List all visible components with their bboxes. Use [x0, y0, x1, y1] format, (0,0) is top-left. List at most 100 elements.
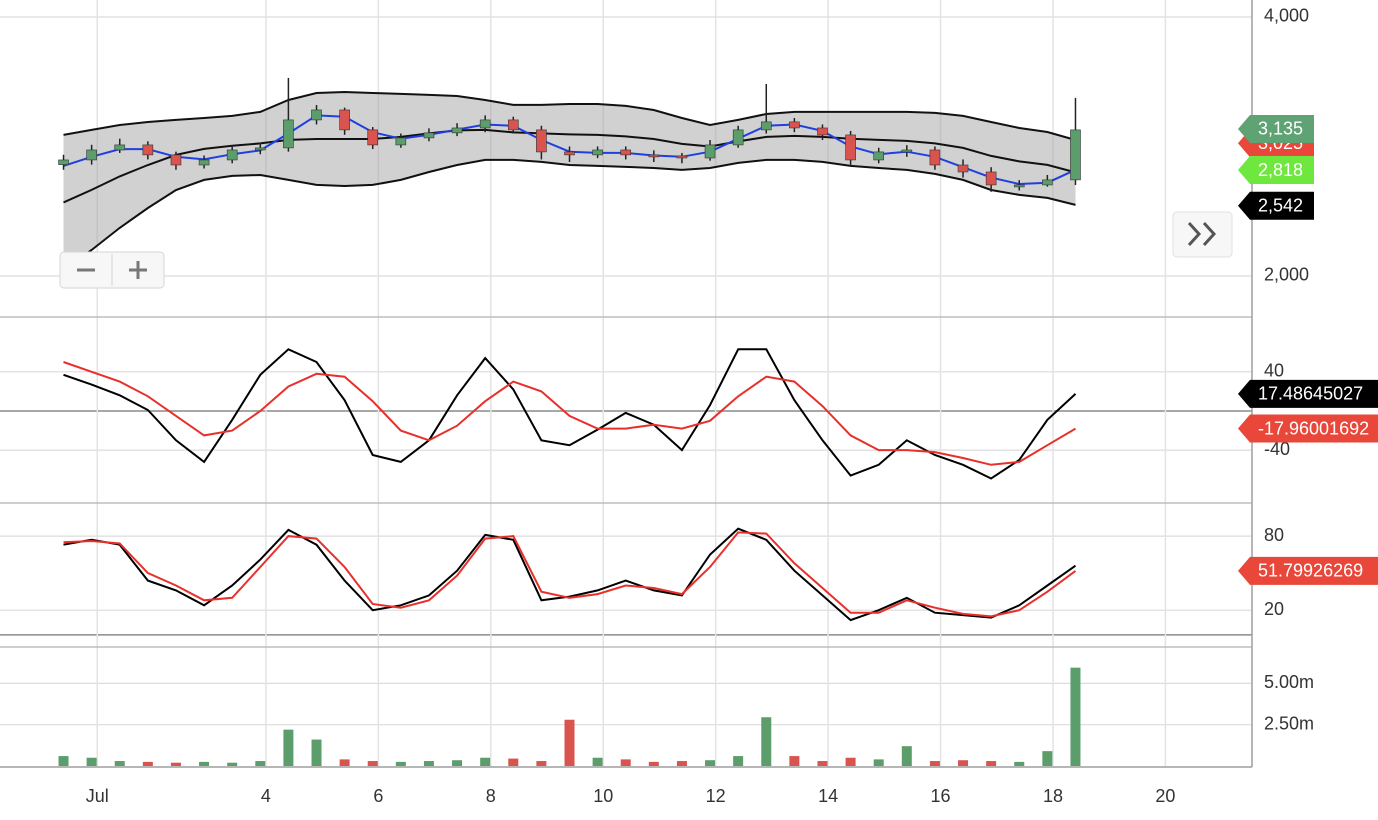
- x-tick-label: Jul: [86, 786, 109, 806]
- candle-body: [86, 149, 97, 161]
- volume-bar: [1042, 751, 1053, 766]
- candle-body: [592, 149, 603, 156]
- volume-bar: [986, 761, 997, 766]
- marks-layer: [58, 77, 1081, 766]
- candle-body: [873, 151, 885, 161]
- volume-bar: [508, 758, 519, 766]
- volume-bar: [901, 746, 912, 766]
- zoom-control: [59, 251, 165, 289]
- candle-body: [395, 137, 407, 146]
- volume-bar: [536, 761, 547, 766]
- y-tick-label: 20: [1264, 599, 1284, 619]
- series-line: [63, 348, 1077, 480]
- volume-bar: [592, 757, 603, 766]
- value-tag-shape: [1238, 379, 1378, 408]
- candle-body: [620, 149, 632, 156]
- labels-layer: 2,0004,0003,0253,1352,8182,54240-4017.48…: [86, 6, 1378, 806]
- value-tag: 2,542: [1238, 191, 1314, 220]
- series-line: [63, 90, 1076, 141]
- volume-bar: [142, 761, 153, 766]
- volume-bar: [86, 757, 97, 766]
- y-tick-label: 5.00m: [1264, 672, 1314, 692]
- volume-bar: [58, 756, 69, 766]
- volume-bar: [958, 760, 969, 766]
- chevron-icon: [1187, 221, 1202, 247]
- value-tag-label: 2,542: [1258, 196, 1303, 216]
- candle-body: [339, 109, 350, 131]
- candle-body: [1042, 179, 1053, 186]
- volume-bar: [199, 761, 210, 766]
- volume-bar: [676, 761, 687, 766]
- volume-bar: [1014, 761, 1025, 766]
- volume-bar: [339, 759, 350, 766]
- candle-body: [564, 151, 575, 156]
- volume-bar: [395, 761, 406, 766]
- value-tag-label: -17.96001692: [1258, 418, 1369, 438]
- x-tick-label: 20: [1155, 786, 1175, 806]
- value-tag-label: 2,818: [1258, 160, 1303, 180]
- scroll-to-end-button[interactable]: [1172, 211, 1233, 258]
- candle-body: [226, 149, 238, 161]
- series-line: [63, 531, 1077, 618]
- x-tick-label: 6: [373, 786, 383, 806]
- value-tag: 2,818: [1238, 156, 1314, 185]
- candle-body: [283, 119, 294, 149]
- candle-body: [254, 147, 266, 151]
- volume-bar: [761, 717, 772, 766]
- candle-body: [311, 109, 322, 121]
- candle-body: [760, 121, 772, 131]
- grid-layer: [0, 0, 1252, 767]
- candle-body: [1070, 129, 1081, 181]
- volume-bar: [114, 761, 125, 766]
- button-box: [1172, 211, 1233, 258]
- volume-bar: [255, 761, 266, 766]
- volume-bar: [620, 759, 631, 766]
- candle-body: [170, 154, 182, 166]
- volume-bar: [367, 761, 378, 766]
- volume-bar: [564, 719, 575, 766]
- candle-body: [536, 129, 547, 153]
- value-tag-shape: [1238, 191, 1314, 220]
- chevron-icon: [1202, 221, 1217, 247]
- x-tick-label: 12: [706, 786, 726, 806]
- candle-body: [479, 119, 491, 129]
- y-tick-label: 80: [1264, 525, 1284, 545]
- candle-body: [901, 149, 913, 153]
- value-tag-shape: [1238, 556, 1378, 585]
- candle-body: [817, 127, 828, 136]
- candle-body: [58, 159, 69, 165]
- candle-body: [957, 164, 969, 173]
- volume-bar: [705, 760, 716, 766]
- x-tick-label: 10: [593, 786, 613, 806]
- y-tick-label: 40: [1264, 361, 1284, 381]
- x-tick-label: 14: [818, 786, 838, 806]
- candle-body: [929, 149, 941, 166]
- volume-bar: [283, 729, 294, 766]
- y-tick-label: 4,000: [1264, 6, 1309, 26]
- volume-bar: [733, 756, 744, 766]
- volume-bar: [873, 759, 884, 766]
- y-tick-label: 2.50m: [1264, 713, 1314, 733]
- band-fill: [63, 92, 1076, 270]
- value-tag-label: 17.48645027: [1258, 384, 1363, 404]
- y-tick-label: -40: [1264, 439, 1290, 459]
- series-line: [63, 527, 1077, 622]
- value-tag-label: 3,135: [1258, 119, 1303, 139]
- x-tick-label: 8: [486, 786, 496, 806]
- volume-bar: [227, 762, 238, 766]
- value-tag-shape: [1238, 156, 1314, 185]
- candle-body: [704, 144, 716, 159]
- candle-body: [367, 129, 379, 146]
- value-tag-label: 51.79926269: [1258, 561, 1363, 581]
- candle-body: [732, 129, 744, 146]
- series-line: [62, 158, 1076, 271]
- candle-body: [985, 171, 997, 186]
- candle-body: [648, 154, 660, 158]
- value-tag-shape: [1238, 114, 1314, 143]
- series-line: [63, 361, 1077, 466]
- value-tag: -17.96001692: [1238, 414, 1378, 443]
- x-tick-label: 16: [931, 786, 951, 806]
- zoom-in-button[interactable]: [129, 261, 147, 279]
- x-tick-label: 4: [261, 786, 271, 806]
